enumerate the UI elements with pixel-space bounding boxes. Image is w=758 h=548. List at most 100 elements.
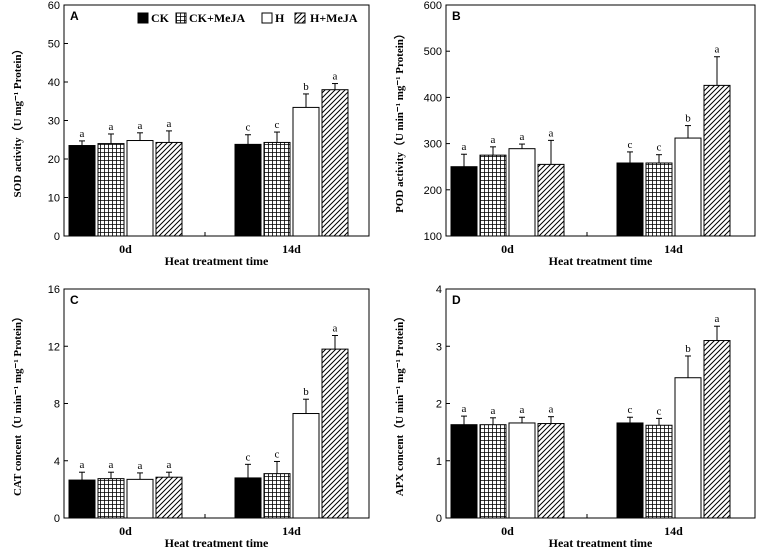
y-tick-label: 8: [54, 399, 60, 411]
bar-ck-0d: [68, 479, 96, 519]
significance-letter: b: [685, 343, 691, 355]
chart-panel-c: 0 4 8 12 16 a a a a 0d c c b a 14d Heat treatment time C…: [11, 284, 370, 548]
legend-label: CK: [151, 11, 170, 25]
legend-swatch: [294, 12, 306, 24]
plot-frame: [445, 4, 756, 237]
y-tick-label: 0: [54, 513, 60, 525]
panel-label: B: [452, 9, 461, 23]
significance-letter: a: [167, 118, 172, 130]
bar-ck-0d: [450, 166, 478, 237]
significance-letter: a: [138, 460, 143, 472]
x-category-label: 14d: [664, 242, 683, 256]
y-tick-label: 40: [48, 77, 60, 89]
significance-letter: a: [80, 459, 85, 471]
bar-ck-meja-14d: [645, 424, 673, 519]
legend-label: H: [275, 11, 285, 25]
bar-h-meja-0d: [537, 163, 565, 237]
legend: CK CK+MeJA H H+MeJA: [137, 11, 358, 25]
significance-letter: a: [80, 128, 85, 140]
panel-label: D: [452, 293, 461, 307]
significance-letter: a: [715, 313, 720, 325]
significance-letter: c: [275, 119, 280, 131]
x-axis-title: Heat treatment time: [549, 536, 653, 548]
y-axis-title: CAT concent（U min⁻¹ mg⁻¹ Protein）: [11, 311, 24, 496]
significance-letter: c: [275, 448, 280, 460]
y-tick-label: 300: [424, 139, 442, 151]
significance-letter: a: [333, 323, 338, 335]
bar-ck-meja-14d: [645, 162, 673, 237]
significance-letter: a: [109, 121, 114, 133]
x-category-label: 0d: [501, 524, 514, 538]
x-axis-title: Heat treatment time: [165, 254, 269, 268]
significance-letter: c: [657, 405, 662, 417]
y-tick-label: 0: [54, 231, 60, 243]
legend-swatch: [261, 12, 273, 24]
bar-ck-14d: [234, 477, 262, 519]
y-tick-label: 20: [48, 154, 60, 166]
bar-ck-14d: [616, 422, 644, 519]
bar-h-14d: [292, 106, 320, 237]
y-tick-label: 4: [436, 284, 442, 296]
y-axis-title: POD activity（U min⁻¹ mg⁻¹ Protein）: [393, 28, 406, 213]
bar-h-14d: [292, 413, 320, 519]
bar-ck-meja-0d: [97, 143, 125, 237]
significance-letter: a: [520, 131, 525, 143]
y-tick-label: 400: [424, 92, 442, 104]
significance-letter: a: [462, 403, 467, 415]
significance-letter: a: [333, 71, 338, 83]
significance-letter: a: [715, 44, 720, 56]
y-tick-label: 16: [48, 284, 60, 296]
legend-label: H+MeJA: [310, 11, 358, 25]
significance-letter: a: [491, 134, 496, 146]
significance-letter: c: [246, 122, 251, 134]
legend-swatch: [175, 12, 187, 24]
y-tick-label: 60: [48, 0, 60, 12]
bar-ck-meja-14d: [263, 141, 291, 237]
significance-letter: a: [138, 120, 143, 132]
y-tick-label: 12: [48, 341, 60, 353]
bar-h-0d: [126, 478, 154, 519]
y-tick-label: 3: [436, 341, 442, 353]
x-category-label: 0d: [119, 524, 132, 538]
chart-panel-a: 0 10 20 30 40 50 60 a a a a 0d c c b a 14d Heat treatment…: [11, 0, 370, 268]
significance-letter: a: [462, 141, 467, 153]
significance-letter: a: [109, 459, 114, 471]
bar-h-0d: [126, 140, 154, 237]
significance-letter: c: [657, 142, 662, 154]
y-tick-label: 1: [436, 456, 442, 468]
y-tick-label: 200: [424, 185, 442, 197]
bar-h-meja-14d: [321, 348, 349, 519]
y-tick-label: 50: [48, 39, 60, 51]
x-category-label: 0d: [501, 242, 514, 256]
bar-h-meja-14d: [703, 84, 731, 237]
y-tick-label: 2: [436, 399, 442, 411]
significance-letter: a: [549, 127, 554, 139]
legend-swatch: [137, 12, 149, 24]
significance-letter: c: [246, 451, 251, 463]
y-tick-label: 600: [424, 0, 442, 12]
significance-letter: c: [628, 139, 633, 151]
chart-panel-d: 0 1 2 3 4 a a a a 0d c c b a 14d Heat treatment time APX…: [393, 284, 756, 548]
significance-letter: b: [685, 113, 691, 125]
y-tick-label: 4: [54, 456, 60, 468]
x-category-label: 14d: [664, 524, 683, 538]
bar-h-meja-14d: [703, 340, 731, 519]
significance-letter: a: [549, 404, 554, 416]
bar-h-meja-14d: [321, 89, 349, 237]
bar-ck-14d: [234, 143, 262, 237]
significance-letter: b: [303, 386, 309, 398]
y-tick-label: 30: [48, 116, 60, 128]
significance-letter: a: [520, 404, 525, 416]
bar-h-0d: [508, 148, 536, 237]
bar-h-0d: [508, 422, 536, 519]
bar-ck-meja-14d: [263, 473, 291, 519]
significance-letter: c: [628, 404, 633, 416]
bar-ck-0d: [450, 424, 478, 519]
legend-label: CK+MeJA: [189, 11, 245, 25]
significance-letter: a: [167, 459, 172, 471]
x-axis-title: Heat treatment time: [165, 536, 269, 548]
significance-letter: a: [491, 405, 496, 417]
bar-h-meja-0d: [155, 476, 183, 519]
bar-ck-meja-0d: [479, 154, 507, 237]
